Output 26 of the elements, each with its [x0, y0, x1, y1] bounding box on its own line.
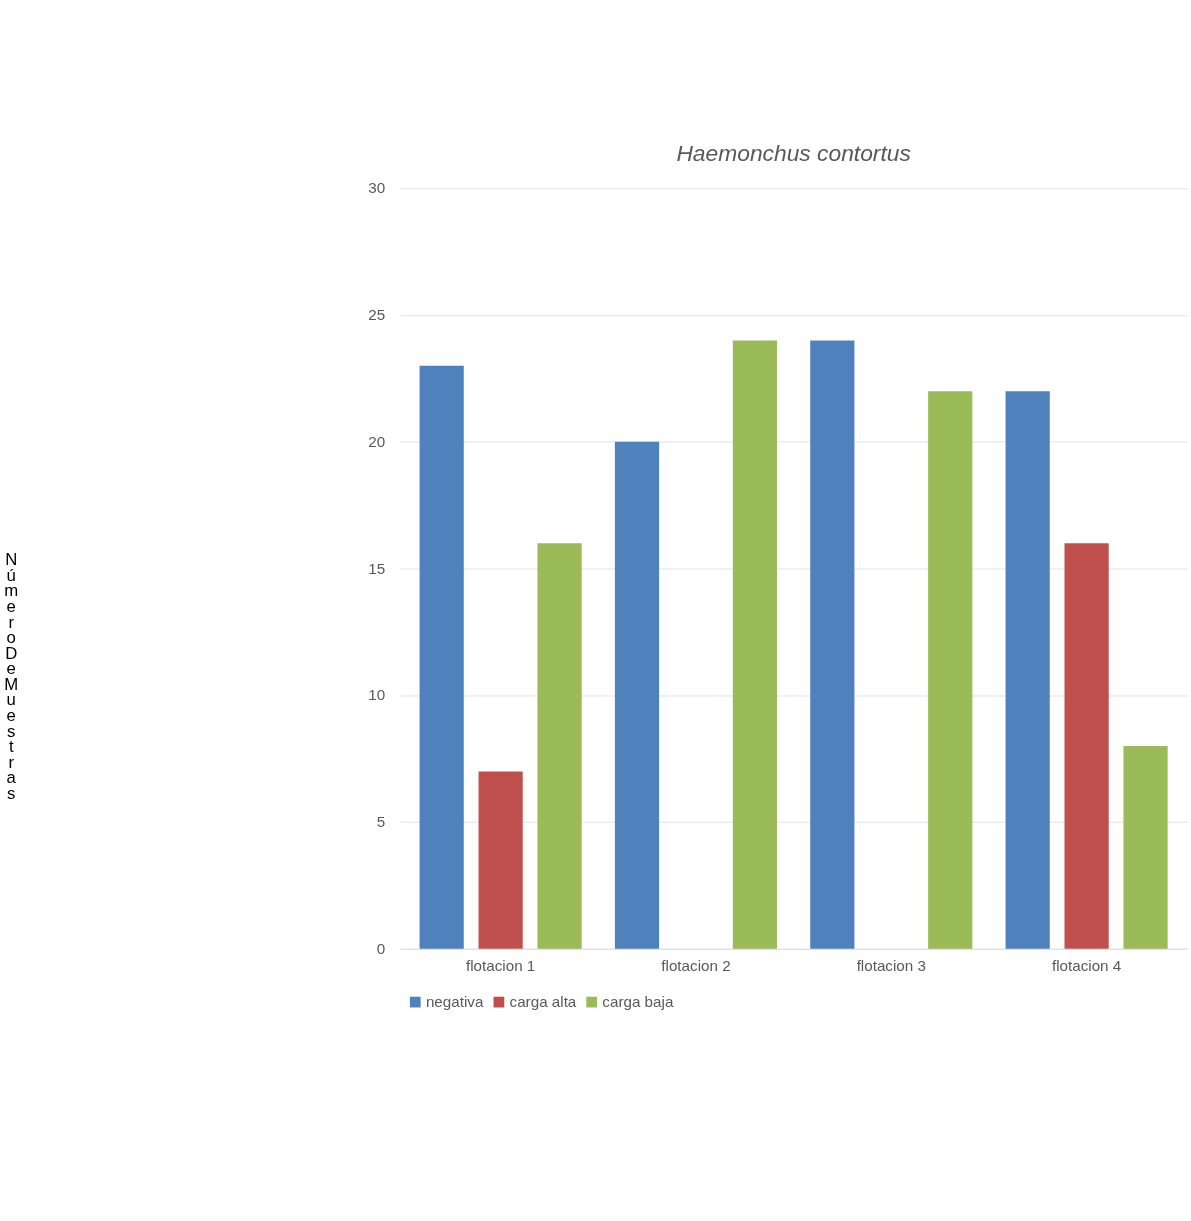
chart-title: Haemonchus contortus — [676, 139, 911, 166]
bar — [419, 365, 464, 949]
bar — [614, 441, 660, 949]
y-tick-label: 10 — [368, 686, 386, 704]
bar — [478, 771, 523, 949]
bar — [1005, 391, 1050, 949]
y-tick-label: 0 — [376, 939, 386, 957]
x-tick-label: flotacion 2 — [661, 956, 731, 974]
x-tick-label: flotacion 4 — [1051, 956, 1122, 974]
y-tick-label: 25 — [368, 306, 386, 324]
legend-label: negativa — [425, 992, 484, 1010]
bar — [928, 391, 973, 949]
bar — [810, 340, 855, 949]
legend-label: carga alta — [509, 992, 577, 1010]
bar — [537, 543, 582, 949]
bar — [1123, 746, 1168, 949]
legend-label: carga baja — [602, 992, 674, 1010]
bar — [732, 340, 778, 949]
y-tick-label: 5 — [376, 813, 386, 831]
text: Número De Muestras — [4, 550, 19, 804]
x-tick-label: flotacion 3 — [856, 956, 926, 974]
y-tick-label: 15 — [368, 559, 386, 577]
y-tick-label: 30 — [368, 179, 386, 197]
bar — [1064, 543, 1109, 949]
x-tick-label: flotacion 1 — [465, 956, 536, 974]
y-tick-label: 20 — [368, 432, 386, 450]
